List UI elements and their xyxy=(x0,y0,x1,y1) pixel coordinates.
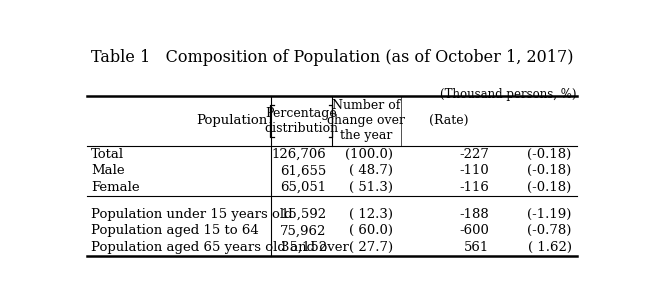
Text: Number of
change over
the year: Number of change over the year xyxy=(327,99,406,142)
Text: Population under 15 years old: Population under 15 years old xyxy=(91,208,293,221)
Text: ( 48.7): ( 48.7) xyxy=(349,164,393,177)
Text: ( 60.0): ( 60.0) xyxy=(349,224,393,237)
Text: (-0.18): (-0.18) xyxy=(527,164,572,177)
Text: Table 1   Composition of Population (as of October 1, 2017): Table 1 Composition of Population (as of… xyxy=(91,49,573,66)
Text: 75,962: 75,962 xyxy=(281,224,327,237)
Text: ( 12.3): ( 12.3) xyxy=(349,208,393,221)
Text: -600: -600 xyxy=(459,224,489,237)
Text: Female: Female xyxy=(91,181,140,194)
Text: -188: -188 xyxy=(459,208,489,221)
Text: ( 1.62): ( 1.62) xyxy=(527,241,572,254)
Text: 126,706: 126,706 xyxy=(272,148,327,161)
Text: (Thousand persons, %): (Thousand persons, %) xyxy=(441,88,577,101)
Text: Male: Male xyxy=(91,164,124,177)
Text: 35,152: 35,152 xyxy=(281,241,327,254)
Text: (-0.18): (-0.18) xyxy=(527,181,572,194)
Text: Population: Population xyxy=(196,114,267,127)
Text: Population aged 65 years old and over: Population aged 65 years old and over xyxy=(91,241,349,254)
Text: -116: -116 xyxy=(459,181,489,194)
Text: 65,051: 65,051 xyxy=(281,181,327,194)
Text: 561: 561 xyxy=(464,241,489,254)
Text: ( 51.3): ( 51.3) xyxy=(349,181,393,194)
Text: -110: -110 xyxy=(459,164,489,177)
Text: ( 27.7): ( 27.7) xyxy=(349,241,393,254)
Text: Population aged 15 to 64: Population aged 15 to 64 xyxy=(91,224,259,237)
Text: -227: -227 xyxy=(459,148,489,161)
Text: 61,655: 61,655 xyxy=(281,164,327,177)
Text: (Rate): (Rate) xyxy=(429,114,468,127)
Text: Percentage
distribution: Percentage distribution xyxy=(264,107,338,135)
Text: (100.0): (100.0) xyxy=(345,148,393,161)
Text: Total: Total xyxy=(91,148,124,161)
Text: (-1.19): (-1.19) xyxy=(527,208,572,221)
Text: 15,592: 15,592 xyxy=(281,208,327,221)
Text: (-0.18): (-0.18) xyxy=(527,148,572,161)
Text: (-0.78): (-0.78) xyxy=(527,224,572,237)
